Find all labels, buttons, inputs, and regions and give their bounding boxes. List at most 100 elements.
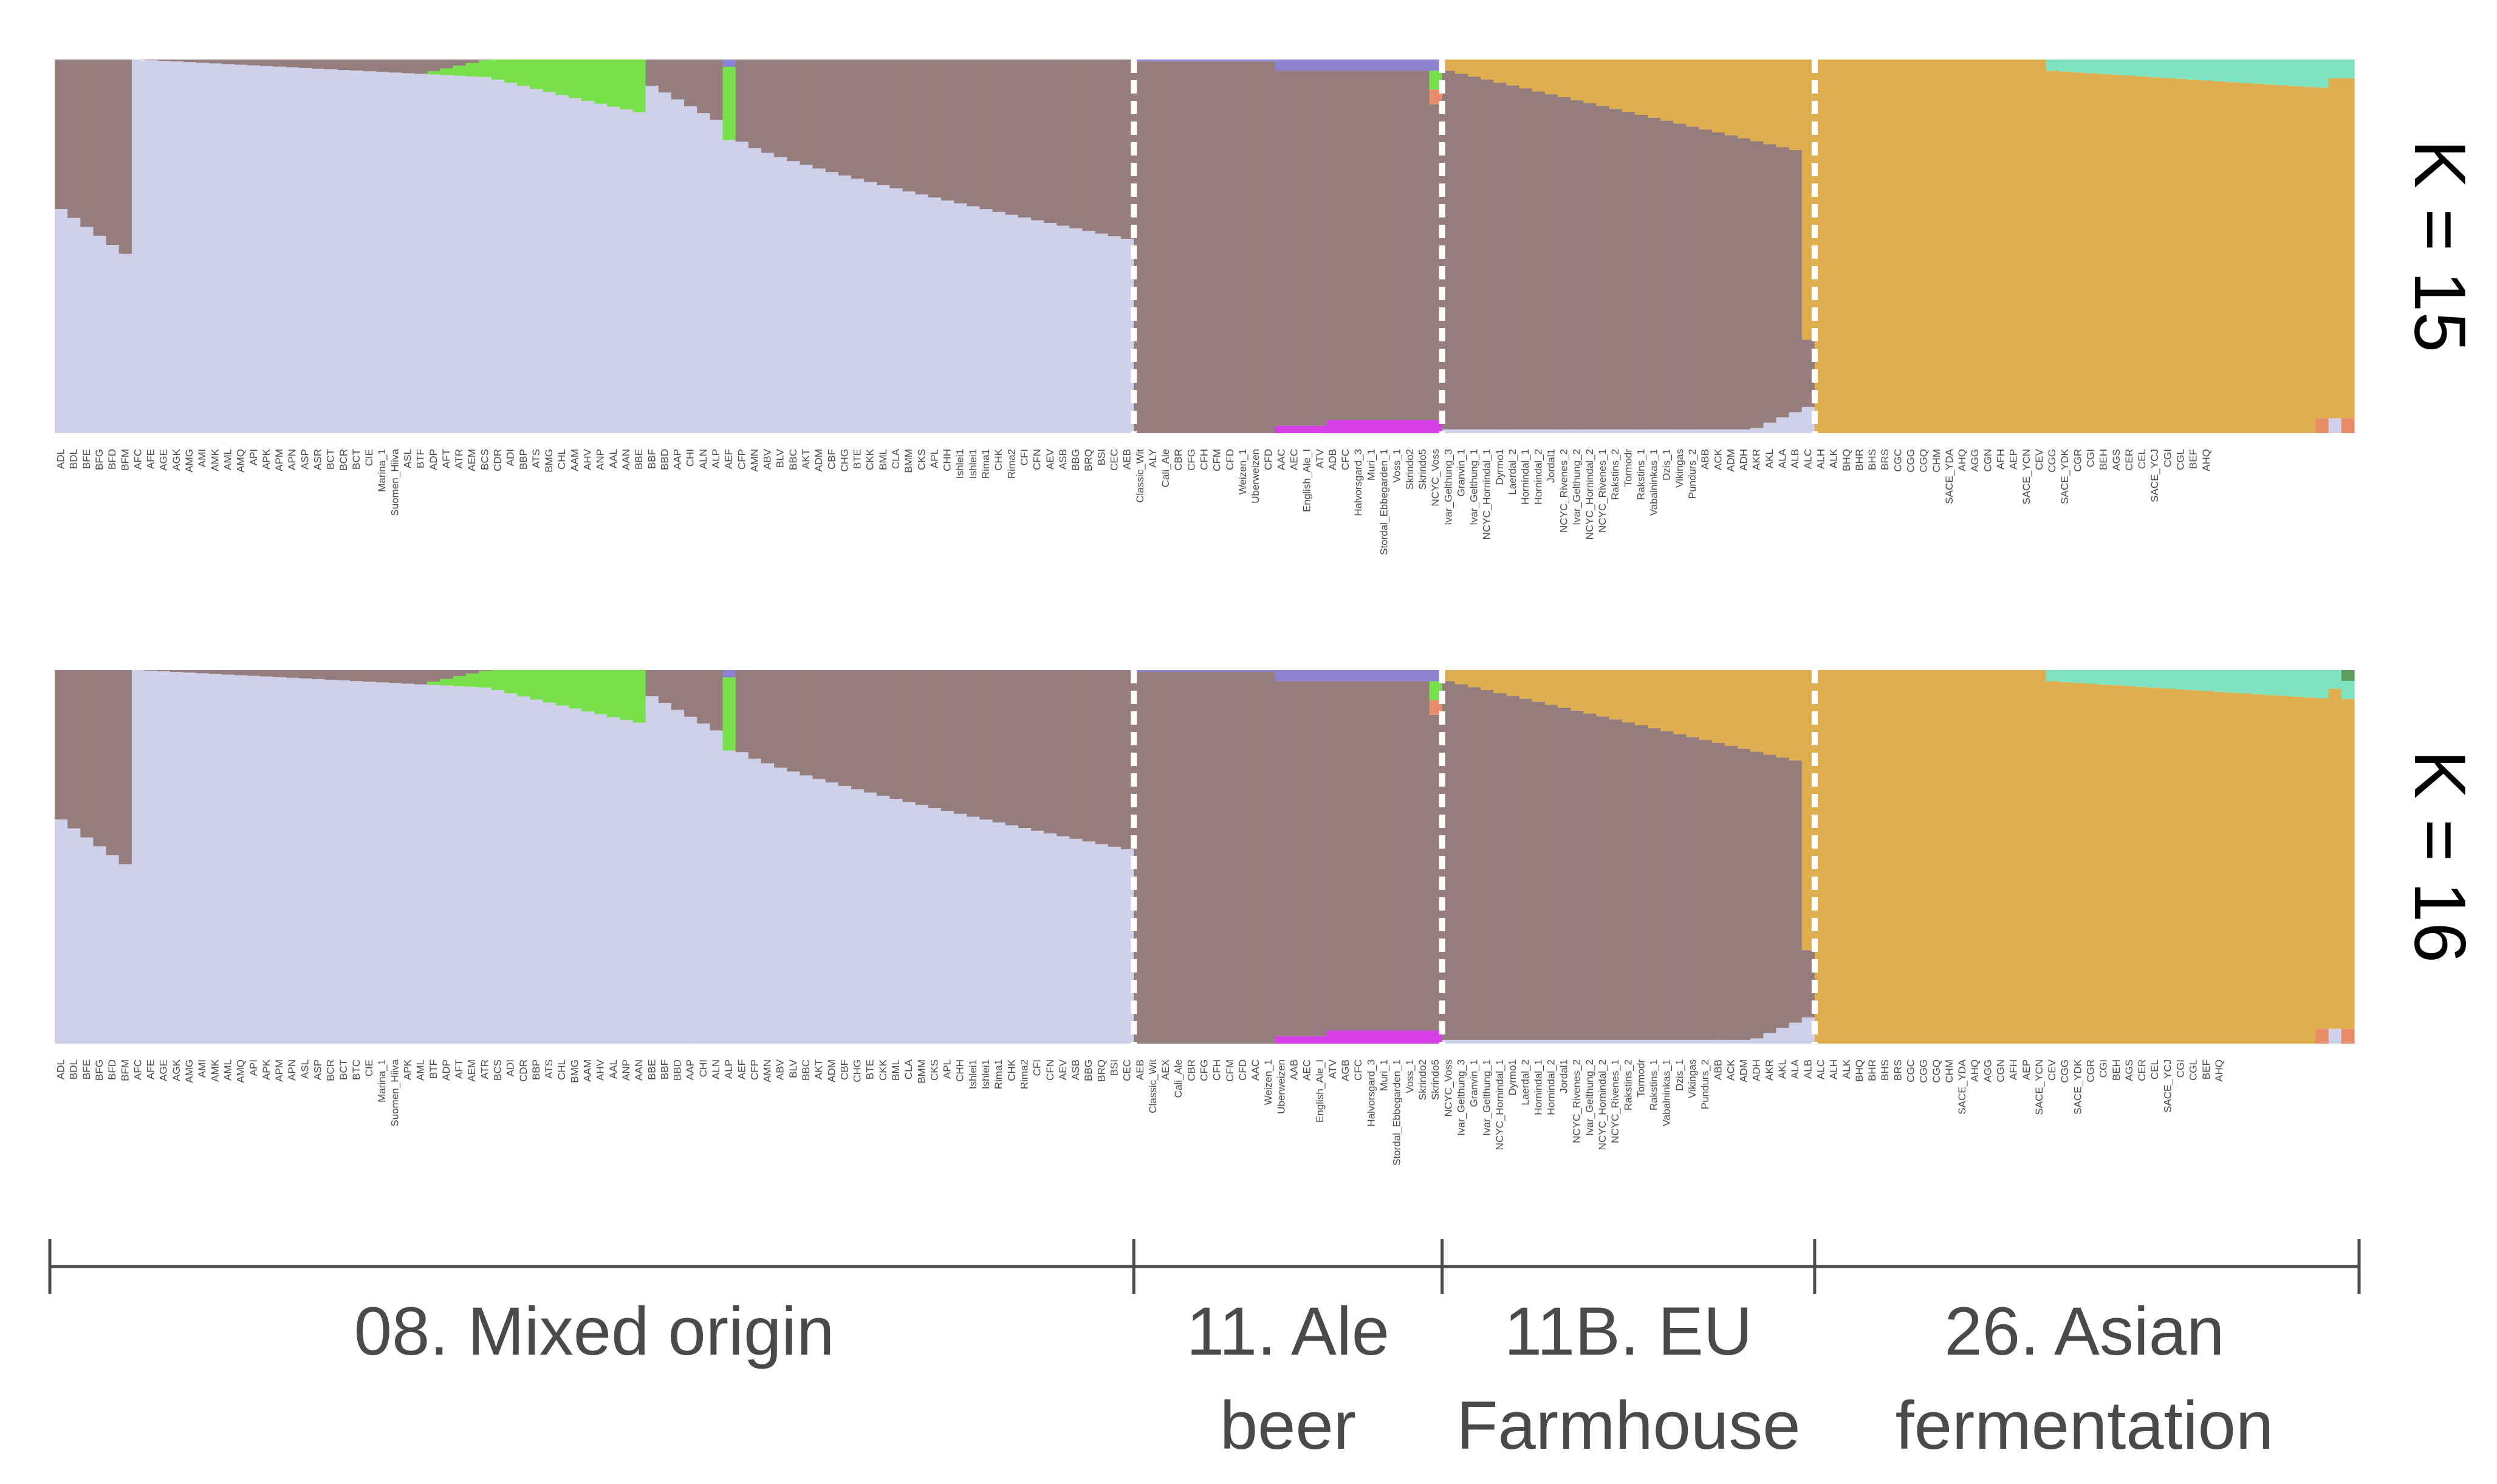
admixture-bar-segment	[1224, 61, 1237, 433]
admixture-bar-segment	[1108, 670, 1122, 847]
admixture-bar-segment	[260, 60, 274, 66]
sample-tick-label: BRQ	[1095, 1059, 1107, 1082]
sample-tick-label: BLV	[775, 448, 786, 468]
admixture-bar-segment	[941, 811, 954, 1044]
sample-tick-label: ATS	[530, 449, 542, 468]
sample-tick-label: APL	[942, 1059, 953, 1079]
sample-tick-label: BFE	[81, 449, 92, 469]
sample-tick-label: ALP	[710, 449, 722, 468]
admixture-bar-segment	[478, 670, 492, 671]
admixture-bar-segment	[93, 670, 107, 847]
admixture-bar-segment	[1005, 825, 1019, 1044]
admixture-bar-segment	[1544, 94, 1558, 429]
admixture-bar-segment	[1146, 60, 1160, 62]
admixture-bar-segment	[1403, 70, 1417, 420]
admixture-bar-segment	[2007, 670, 2021, 1044]
admixture-bar-segment	[1082, 670, 1096, 842]
admixture-bar-segment	[517, 86, 530, 434]
admixture-bar-segment	[2097, 74, 2111, 434]
admixture-bar-segment	[235, 64, 248, 433]
admixture-bar-segment	[1134, 672, 1147, 1044]
admixture-bar-segment	[1506, 85, 1520, 429]
admixture-bar-segment	[761, 670, 775, 764]
admixture-bar-segment	[2161, 688, 2175, 1044]
sample-tick-label: BLV	[787, 1059, 799, 1078]
admixture-bar-segment	[375, 682, 389, 1044]
admixture-bar-segment	[2315, 418, 2329, 433]
admixture-bar-segment	[260, 66, 274, 433]
sample-tick-label: CGR	[2085, 1059, 2097, 1082]
admixture-bar-segment	[2328, 688, 2342, 1029]
admixture-bar-segment	[2290, 86, 2304, 434]
group-label-line2: Farmhouse	[1456, 1387, 1800, 1463]
sample-tick-label: BTE	[865, 1059, 876, 1079]
admixture-bar-segment	[1904, 670, 1918, 1044]
sample-tick-label: BBF	[646, 449, 657, 469]
admixture-bar-segment	[183, 670, 197, 673]
admixture-bar-segment	[183, 672, 197, 1044]
admixture-bar-segment	[877, 60, 891, 185]
admixture-bar-segment	[1724, 1039, 1738, 1044]
sample-tick-label: CFI	[1019, 449, 1030, 465]
admixture-bar-segment	[1467, 687, 1481, 1040]
admixture-bar-segment	[1146, 672, 1160, 1044]
admixture-bar-segment	[594, 60, 608, 104]
admixture-bar-segment	[2328, 670, 2342, 689]
admixture-bar-segment	[774, 670, 787, 768]
admixture-bar-segment	[992, 60, 1006, 212]
admixture-bar-segment	[1134, 60, 1147, 62]
admixture-bar-segment	[1326, 681, 1340, 1031]
admixture-bar-segment	[1557, 670, 1571, 708]
admixture-bar-segment	[440, 670, 454, 679]
admixture-bar-segment	[1275, 425, 1289, 433]
admixture-bar-segment	[2213, 60, 2227, 81]
sample-tick-label: CEV	[2046, 1059, 2058, 1081]
admixture-bar-segment	[2084, 670, 2098, 684]
admixture-bar-segment	[1236, 670, 1250, 672]
admixture-bar-segment	[427, 74, 440, 434]
sample-tick-label: CFM	[1211, 449, 1223, 471]
admixture-bar-segment	[620, 60, 634, 110]
admixture-bar-segment	[928, 60, 942, 198]
sample-tick-label: Laerdal_2	[1519, 1059, 1531, 1106]
admixture-bar-segment	[106, 245, 120, 433]
admixture-bar-segment	[2341, 1029, 2355, 1044]
sample-tick-label: AGE	[158, 449, 170, 471]
admixture-bar-segment	[131, 60, 145, 433]
admixture-bar-segment	[1211, 60, 1224, 62]
admixture-bar-segment	[401, 73, 415, 433]
admixture-bar-segment	[2290, 696, 2304, 1044]
admixture-bar-segment	[1789, 149, 1803, 412]
sample-tick-label: ABV	[762, 448, 773, 470]
admixture-bar-segment	[2277, 670, 2290, 696]
sample-tick-label: APM	[273, 449, 285, 471]
sample-tick-label: BBD	[672, 1059, 683, 1081]
admixture-bar-segment	[555, 705, 569, 1044]
admixture-bar-segment	[1660, 1039, 1674, 1044]
admixture-bar-segment	[1172, 672, 1186, 1044]
admixture-bar-segment	[761, 152, 775, 433]
admixture-bar-segment	[800, 60, 813, 165]
admixture-bar-segment	[1236, 60, 1250, 62]
admixture-bar-segment	[1249, 60, 1263, 62]
admixture-bar-segment	[1750, 141, 1764, 428]
admixture-bar-segment	[543, 92, 557, 433]
admixture-bar-segment	[1249, 61, 1263, 433]
sample-tick-label: Laerdal_2	[1507, 449, 1518, 495]
admixture-bar-segment	[1814, 60, 1828, 433]
admixture-bar-segment	[196, 63, 210, 434]
admixture-bar-segment	[1506, 696, 1520, 1040]
admixture-bar-segment	[1172, 61, 1186, 433]
admixture-bar-segment	[1930, 670, 1944, 1044]
admixture-bar-segment	[1699, 1039, 1713, 1044]
sample-tick-label: CBF	[838, 1059, 850, 1080]
sample-tick-label: AMN	[762, 1059, 773, 1082]
admixture-bar-segment	[1249, 670, 1263, 672]
admixture-bar-segment	[1031, 670, 1044, 831]
sample-tick-label: BMG	[569, 1059, 580, 1083]
admixture-bar-segment	[2110, 685, 2123, 1044]
sample-tick-labels-k16: ADL BDL BFE BFG BFD BFM AFC AFE AGE AGK AMG AMI AMK A…	[55, 1059, 2225, 1166]
sample-tick-label: CHL	[556, 449, 567, 470]
admixture-bar-segment	[1506, 60, 1520, 86]
admixture-bar-segment	[1763, 670, 1777, 755]
